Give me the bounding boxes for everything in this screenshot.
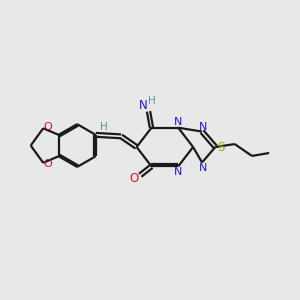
Text: N: N [174, 167, 183, 177]
Text: N: N [198, 122, 207, 131]
Text: N: N [139, 99, 148, 112]
Text: O: O [130, 172, 139, 185]
Text: N: N [174, 117, 182, 128]
Text: N: N [198, 163, 207, 172]
Text: H: H [148, 96, 156, 106]
Text: O: O [43, 122, 52, 132]
Text: S: S [218, 141, 225, 154]
Text: H: H [100, 122, 108, 131]
Text: O: O [43, 159, 52, 169]
